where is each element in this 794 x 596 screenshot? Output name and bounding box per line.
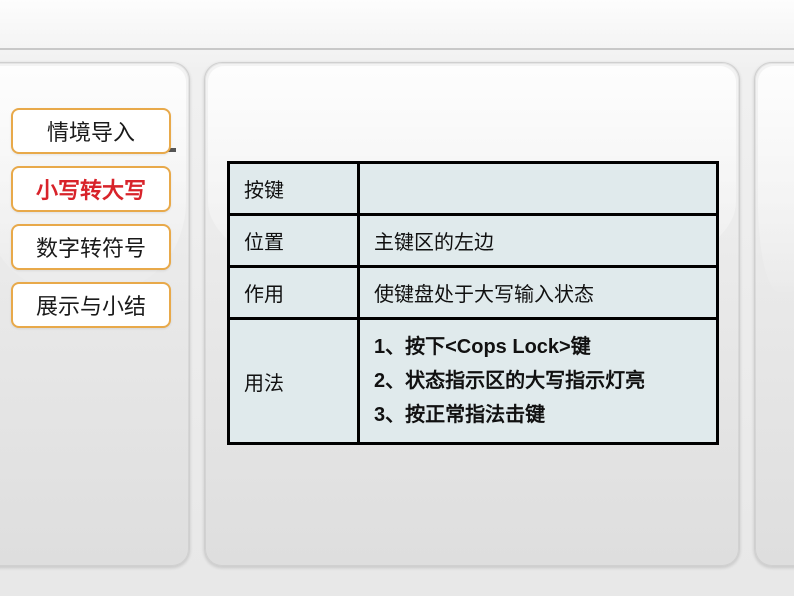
main-panel: 按键 位置 主键区的左边 作用 使键盘处于大写输入状态 用法 1、按下<Cops… — [204, 62, 740, 567]
row-value-position: 主键区的左边 — [359, 215, 718, 267]
row-value-function: 使键盘处于大写输入状态 — [359, 267, 718, 319]
nav-item-summary[interactable]: 展示与小结 — [11, 282, 171, 328]
top-strip — [0, 0, 794, 50]
table-row: 用法 1、按下<Cops Lock>键 2、状态指示区的大写指示灯亮 3、按正常… — [229, 319, 718, 444]
nav-list: 情境导入 小写转大写 数字转符号 展示与小结 — [0, 108, 189, 328]
table-row: 位置 主键区的左边 — [229, 215, 718, 267]
nav-item-lowercase-to-uppercase[interactable]: 小写转大写 — [11, 166, 171, 212]
usage-step-2: 2、状态指示区的大写指示灯亮 — [374, 364, 702, 398]
sidebar-panel: 情境导入 小写转大写 数字转符号 展示与小结 — [0, 62, 190, 567]
usage-list: 1、按下<Cops Lock>键 2、状态指示区的大写指示灯亮 3、按正常指法击… — [374, 330, 702, 432]
usage-step-3: 3、按正常指法击键 — [374, 398, 702, 432]
nav-item-intro[interactable]: 情境导入 — [11, 108, 171, 154]
row-label-position: 位置 — [229, 215, 359, 267]
usage-step-1: 1、按下<Cops Lock>键 — [374, 330, 702, 364]
table-row: 按键 — [229, 163, 718, 215]
row-value-usage: 1、按下<Cops Lock>键 2、状态指示区的大写指示灯亮 3、按正常指法击… — [359, 319, 718, 444]
nav-item-digit-to-symbol[interactable]: 数字转符号 — [11, 224, 171, 270]
table-row: 作用 使键盘处于大写输入状态 — [229, 267, 718, 319]
right-panel — [754, 62, 794, 567]
row-label-usage: 用法 — [229, 319, 359, 444]
row-value-key — [359, 163, 718, 215]
row-label-key: 按键 — [229, 163, 359, 215]
row-label-function: 作用 — [229, 267, 359, 319]
content-table: 按键 位置 主键区的左边 作用 使键盘处于大写输入状态 用法 1、按下<Cops… — [227, 161, 719, 445]
